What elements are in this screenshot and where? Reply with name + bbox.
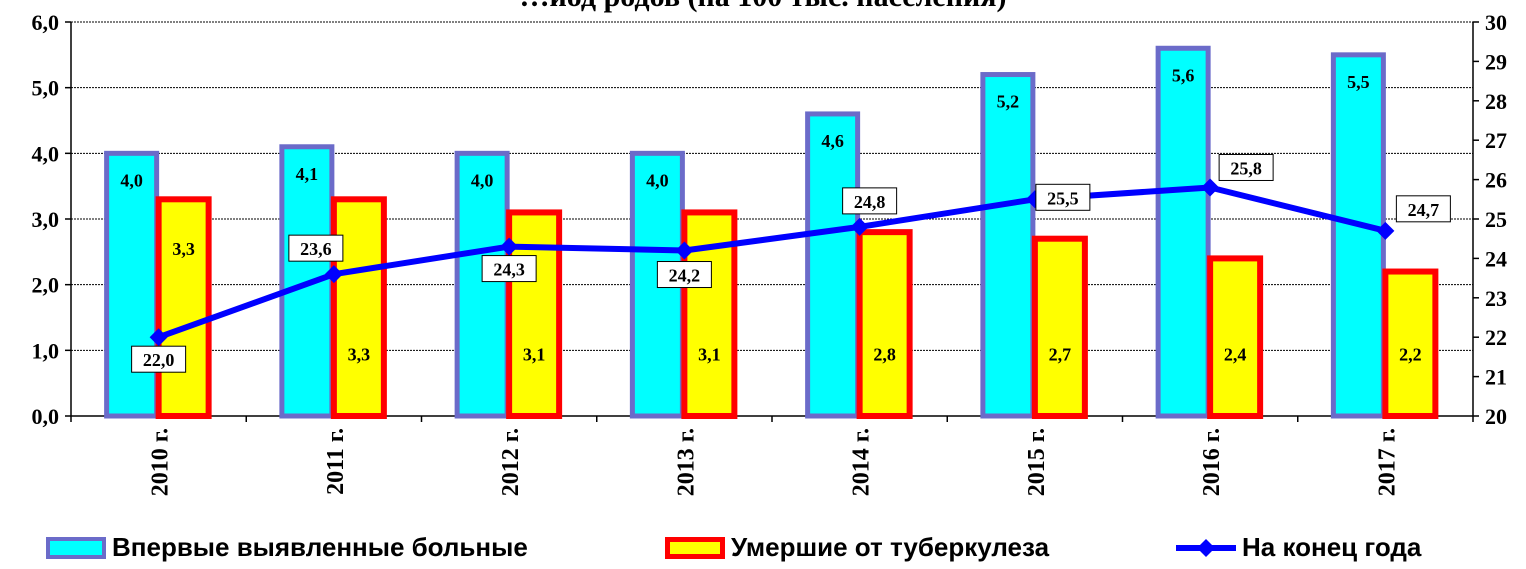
data-label-line: 23,6 — [300, 239, 332, 259]
y-tick-label-right: 30 — [1485, 10, 1507, 35]
data-label-line: 24,7 — [1408, 200, 1440, 220]
data-label-new-cases: 4,0 — [471, 170, 494, 190]
data-label-new-cases: 4,6 — [821, 131, 844, 151]
data-label-line: 24,3 — [493, 260, 525, 280]
y-tick-label-left: 0,0 — [32, 404, 60, 429]
data-label-new-cases: 4,1 — [296, 164, 319, 184]
legend-swatch-new — [46, 536, 106, 559]
chart-title: …иод родов (на 100 тыс. населения) — [519, 0, 1006, 13]
data-label-line: 24,2 — [669, 266, 701, 286]
line-marker — [1201, 178, 1220, 197]
x-tick-label: 2015 г. — [1024, 428, 1050, 496]
bar-new-cases — [279, 144, 335, 419]
data-label-line: 22,0 — [143, 350, 175, 370]
legend-item-new: Впервые выявленные больные — [46, 532, 528, 563]
data-label-box-line — [842, 187, 898, 215]
bar-deaths — [1207, 255, 1264, 419]
line-marker — [149, 328, 168, 347]
line-marker — [1376, 221, 1395, 240]
x-tick-label: 2016 г. — [1199, 428, 1225, 496]
line-marker — [324, 265, 343, 284]
data-label-box-line — [1218, 153, 1274, 181]
y-tick-label-left: 3,0 — [32, 207, 60, 232]
data-label-box-line — [288, 234, 344, 262]
legend-label-line: На конец года — [1242, 532, 1422, 562]
line-year-end — [157, 184, 1387, 341]
data-label-deaths: 2,2 — [1399, 344, 1422, 364]
x-tick-label: 2013 г. — [673, 428, 699, 496]
data-label-deaths: 3,1 — [523, 344, 546, 364]
line-marker — [850, 217, 869, 236]
data-label-deaths: 2,7 — [1049, 344, 1072, 364]
y-tick-label-left: 2,0 — [32, 273, 60, 298]
data-label-box-line — [1035, 183, 1091, 211]
data-label-new-cases: 4,0 — [646, 170, 669, 190]
x-tick-label: 2010 г. — [148, 428, 174, 496]
legend-swatch-line — [1176, 538, 1236, 557]
data-label-box-line — [1395, 195, 1451, 223]
axes: 0,0 1,0 2,0 3,0 4,0 5,0 6,0 20 21 22 23 24 25 26 27 28 2… — [32, 10, 1508, 496]
data-label-deaths: 3,1 — [698, 344, 721, 364]
data-label-line: 25,5 — [1047, 188, 1079, 208]
data-label-deaths: 2,8 — [873, 344, 896, 364]
y-tick-label-right: 21 — [1485, 365, 1507, 390]
data-label-new-cases: 5,5 — [1347, 72, 1370, 92]
bar-new-cases — [454, 150, 510, 419]
y-tick-label-right: 28 — [1485, 89, 1507, 114]
y-tick-label-right: 20 — [1485, 404, 1507, 429]
bar-new-cases — [980, 72, 1036, 419]
bar-new-cases — [104, 150, 160, 419]
y-tick-label-right: 25 — [1485, 207, 1507, 232]
y-tick-label-left: 1,0 — [32, 338, 60, 363]
line-marker — [500, 237, 519, 256]
line-series — [149, 178, 1395, 347]
y-tick-label-right: 29 — [1485, 49, 1507, 74]
data-label-deaths: 3,3 — [348, 344, 371, 364]
data-label-new-cases: 5,6 — [1172, 65, 1195, 85]
y-tick-label-left: 6,0 — [32, 10, 60, 35]
x-tick-label: 2017 г. — [1374, 428, 1400, 496]
bar-deaths — [1382, 268, 1439, 419]
data-label-line: 25,8 — [1230, 158, 1262, 178]
data-label-box-line — [656, 261, 712, 289]
data-label-box-line — [481, 255, 537, 283]
data-label-line: 24,8 — [854, 192, 886, 212]
x-tick-label: 2014 г. — [849, 428, 875, 496]
legend-label-dead: Умершие от туберкулеза — [731, 532, 1050, 562]
data-label-new-cases: 5,2 — [997, 92, 1020, 112]
legend-item-line: На конец года — [1174, 532, 1421, 563]
legend-item-dead: Умершие от туберкулеза — [665, 532, 1049, 563]
bar-deaths — [856, 229, 913, 419]
data-label-new-cases: 4,0 — [120, 170, 143, 190]
y-tick-label-right: 24 — [1485, 246, 1507, 271]
legend-swatch-dead — [665, 536, 725, 559]
y-tick-label-right: 22 — [1485, 325, 1507, 350]
bar-new-cases — [629, 150, 685, 419]
x-tick-label: 2012 г. — [498, 428, 524, 496]
data-label-deaths: 2,4 — [1224, 344, 1247, 364]
line-marker — [675, 241, 694, 260]
y-tick-label-right: 26 — [1485, 168, 1507, 193]
legend-label-new: Впервые выявленные больные — [112, 532, 528, 562]
data-label-deaths: 3,3 — [172, 239, 195, 259]
bars — [104, 45, 1439, 419]
legend: Впервые выявленные больные Умершие от ту… — [0, 528, 1526, 568]
y-tick-label-right: 23 — [1485, 286, 1507, 311]
bar-deaths — [330, 196, 387, 419]
y-tick-label-left: 4,0 — [32, 141, 60, 166]
combo-chart: …иод родов (на 100 тыс. населения) 0,0 1,… — [32, 0, 1508, 496]
data-label-box-line — [131, 345, 187, 373]
x-tick-label: 2011 г. — [323, 428, 349, 495]
bar-deaths — [155, 196, 212, 419]
bar-new-cases — [1155, 45, 1211, 419]
y-tick-label-left: 5,0 — [32, 76, 60, 101]
bar-deaths — [1031, 235, 1088, 419]
y-tick-label-right: 27 — [1485, 128, 1507, 153]
bar-new-cases — [1330, 52, 1386, 419]
bar-deaths — [506, 209, 563, 419]
data-labels: 4,0 3,3 4,1 3,3 4,0 3,1 4,0 3,1 4,6 2,8 5,2 2,7 5,6 2… — [120, 65, 1451, 373]
bar-new-cases — [805, 111, 861, 419]
